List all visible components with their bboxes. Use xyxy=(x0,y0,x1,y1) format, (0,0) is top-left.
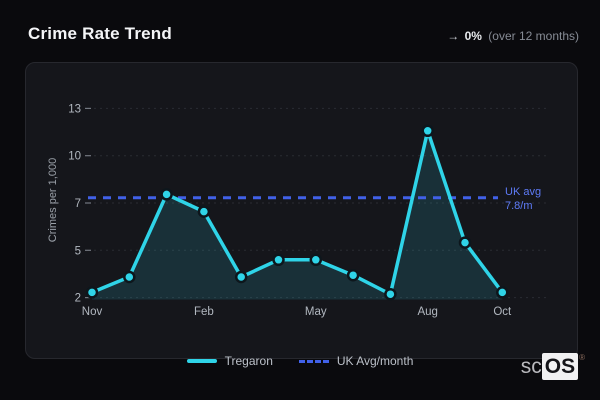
data-point xyxy=(458,236,472,249)
chart-legend: Tregaron UK Avg/month xyxy=(0,354,600,368)
trend-period: (over 12 months) xyxy=(488,29,579,43)
area-fill xyxy=(92,130,503,300)
data-point xyxy=(234,270,248,284)
registered-trademark-icon: ® xyxy=(579,353,585,362)
series-line-tregaron xyxy=(90,129,505,296)
svg-text:Oct: Oct xyxy=(493,306,512,318)
x-axis-labels: Nov Feb May Aug Oct xyxy=(82,306,512,318)
page-title: Crime Rate Trend xyxy=(28,24,172,43)
svg-text:2: 2 xyxy=(75,293,81,305)
data-point xyxy=(123,270,136,284)
trend-indicator: → 0% (over 12 months) xyxy=(447,29,579,43)
svg-text:7: 7 xyxy=(75,198,81,210)
svg-text:Aug: Aug xyxy=(417,306,437,318)
data-point xyxy=(309,253,323,267)
svg-text:7.8/m: 7.8/m xyxy=(505,200,533,212)
legend-reference-label: UK Avg/month xyxy=(336,354,414,368)
svg-text:5: 5 xyxy=(75,245,81,257)
data-point xyxy=(197,205,211,218)
logo-prefix: sc xyxy=(520,355,542,378)
logo-box: OS xyxy=(541,353,579,380)
data-point xyxy=(496,286,509,299)
svg-text:Nov: Nov xyxy=(82,306,103,318)
svg-text:13: 13 xyxy=(68,103,81,115)
svg-text:UK avg: UK avg xyxy=(505,186,541,198)
legend-item-tregaron[interactable]: Tregaron xyxy=(186,354,273,368)
crime-trend-chart: 2 5 7 10 13 Nov Feb May Aug Oct UK avg 7.8/m xyxy=(68,103,548,318)
data-points xyxy=(85,124,509,301)
chart-panel: Crimes per 1,000 2 5 7 10 13 Nov Feb May Aug Oct U… xyxy=(25,62,578,359)
data-point xyxy=(85,286,99,299)
trend-arrow-icon: → xyxy=(447,29,460,43)
data-point xyxy=(346,268,360,282)
legend-series-label: Tregaron xyxy=(224,354,273,368)
uk-avg-dash-swatch-icon xyxy=(298,359,329,363)
scos-logo: sc OS ® xyxy=(521,353,585,380)
svg-text:May: May xyxy=(305,306,327,318)
svg-text:Feb: Feb xyxy=(194,306,214,318)
data-point xyxy=(421,124,434,138)
trend-value: 0% xyxy=(464,29,482,43)
legend-item-uk-avg[interactable]: UK Avg/month xyxy=(298,354,414,368)
tregaron-line-swatch-icon xyxy=(186,359,217,363)
data-point xyxy=(384,287,397,301)
uk-avg-label: UK avg 7.8/m xyxy=(505,186,541,212)
svg-text:10: 10 xyxy=(68,151,81,163)
data-point xyxy=(272,253,285,267)
data-point xyxy=(160,188,173,201)
y-axis-title: Crimes per 1,000 xyxy=(47,157,59,243)
